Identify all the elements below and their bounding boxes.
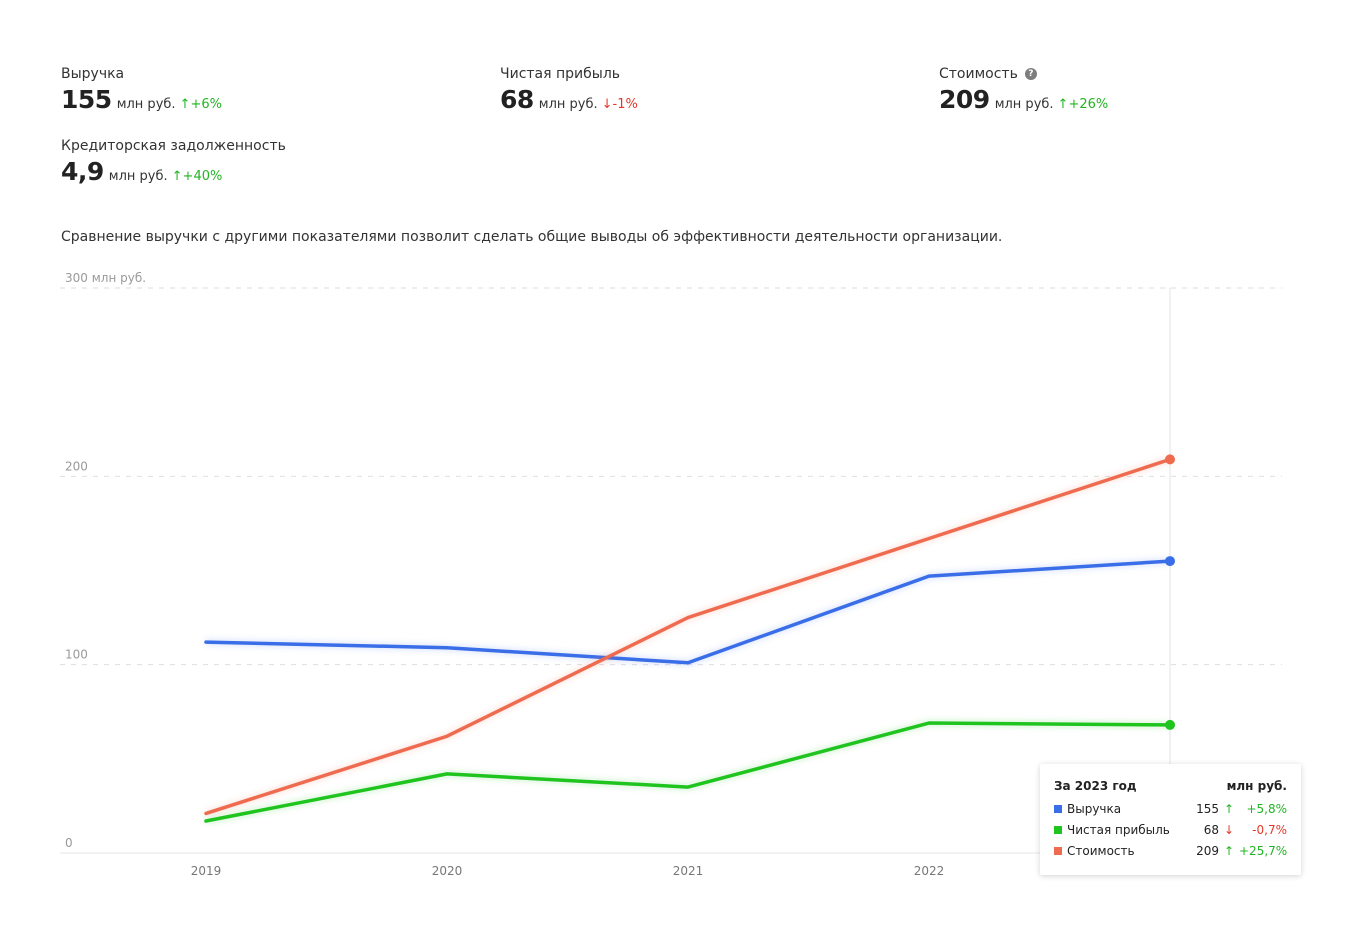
metric-value: 155 bbox=[61, 85, 112, 114]
x-tick-label: 2022 bbox=[914, 864, 945, 878]
x-tick-label: 2021 bbox=[673, 864, 704, 878]
arrow-up-icon: ↑ bbox=[171, 169, 183, 184]
metric-label: Стоимость bbox=[939, 66, 1018, 82]
tooltip-series-value: 68 bbox=[1203, 822, 1219, 837]
series-line bbox=[204, 457, 1172, 816]
tooltip-series-change: +5,8% bbox=[1246, 801, 1287, 816]
metric-delta: ↑+6% bbox=[179, 97, 222, 112]
metric-label: Выручка bbox=[61, 66, 125, 82]
metric-value: 209 bbox=[939, 85, 990, 114]
y-tick-label: 0 bbox=[65, 836, 73, 850]
y-tick-label: 200 bbox=[65, 459, 88, 473]
arrow-up-icon: ↑ bbox=[1223, 801, 1235, 816]
metric-accounts-payable: Кредиторская задолженность 4,9 млн руб. … bbox=[61, 137, 286, 186]
y-tick-label: 100 bbox=[65, 648, 88, 662]
legend-swatch bbox=[1054, 846, 1062, 855]
series-point bbox=[1165, 556, 1175, 567]
metric-value-cost: Стоимость ? 209 млн руб. ↑+26% bbox=[939, 65, 1108, 114]
legend-swatch bbox=[1054, 804, 1062, 813]
metric-delta: ↑+26% bbox=[1057, 97, 1109, 112]
tooltip-row-net-profit: Чистая прибыль 68 ↓ -0,7% bbox=[1054, 819, 1287, 840]
series-line bbox=[204, 559, 1172, 665]
series-glow bbox=[205, 456, 1171, 817]
tooltip-series-value: 209 bbox=[1196, 843, 1219, 858]
metric-label: Чистая прибыль bbox=[500, 66, 621, 82]
metric-unit: млн руб. bbox=[108, 169, 168, 184]
arrow-up-icon: ↑ bbox=[179, 97, 191, 112]
arrow-up-icon: ↑ bbox=[1223, 843, 1235, 858]
series-line bbox=[204, 721, 1172, 823]
metric-delta: ↓-1% bbox=[601, 97, 638, 112]
metric-value: 68 bbox=[500, 85, 534, 114]
question-circle-icon[interactable]: ? bbox=[1024, 68, 1037, 80]
legend-swatch bbox=[1054, 825, 1062, 834]
metric-delta: ↑+40% bbox=[171, 169, 223, 184]
x-tick-label: 2020 bbox=[432, 864, 463, 878]
metric-unit: млн руб. bbox=[116, 97, 176, 112]
metric-unit: млн руб. bbox=[994, 97, 1054, 112]
metric-unit: млн руб. bbox=[538, 97, 598, 112]
tooltip-series-name: Выручка bbox=[1067, 801, 1122, 816]
series-glow bbox=[205, 720, 1171, 824]
tooltip-row-revenue: Выручка 155 ↑ +5,8% bbox=[1054, 798, 1287, 819]
metric-value: 4,9 bbox=[61, 157, 104, 186]
metric-label: Кредиторская задолженность bbox=[61, 138, 286, 154]
tooltip-series-change: -0,7% bbox=[1252, 822, 1287, 837]
chart-tooltip: За 2023 год млн руб. Выручка 155 ↑ +5,8%… bbox=[1040, 764, 1301, 875]
metric-revenue: Выручка 155 млн руб. ↑+6% bbox=[61, 65, 222, 114]
y-tick-label: 300 млн руб. bbox=[65, 271, 146, 285]
tooltip-series-name: Чистая прибыль bbox=[1067, 822, 1170, 837]
tooltip-series-change: +25,7% bbox=[1239, 843, 1288, 858]
x-tick-label: 2019 bbox=[191, 864, 222, 878]
series-point bbox=[1165, 454, 1175, 465]
tooltip-series-name: Стоимость bbox=[1067, 843, 1135, 858]
tooltip-unit: млн руб. bbox=[1226, 779, 1287, 793]
tooltip-series-value: 155 bbox=[1196, 801, 1219, 816]
metric-net-profit: Чистая прибыль 68 млн руб. ↓-1% bbox=[500, 65, 638, 114]
series-glow bbox=[205, 558, 1171, 666]
arrow-down-icon: ↓ bbox=[1223, 822, 1235, 837]
arrow-up-icon: ↑ bbox=[1057, 97, 1069, 112]
series-point bbox=[1165, 719, 1175, 730]
chart-description: Сравнение выручки с другими показателями… bbox=[61, 229, 1003, 245]
arrow-down-icon: ↓ bbox=[601, 97, 613, 112]
tooltip-title: За 2023 год bbox=[1054, 779, 1137, 793]
tooltip-row-cost: Стоимость 209 ↑ +25,7% bbox=[1054, 840, 1287, 861]
